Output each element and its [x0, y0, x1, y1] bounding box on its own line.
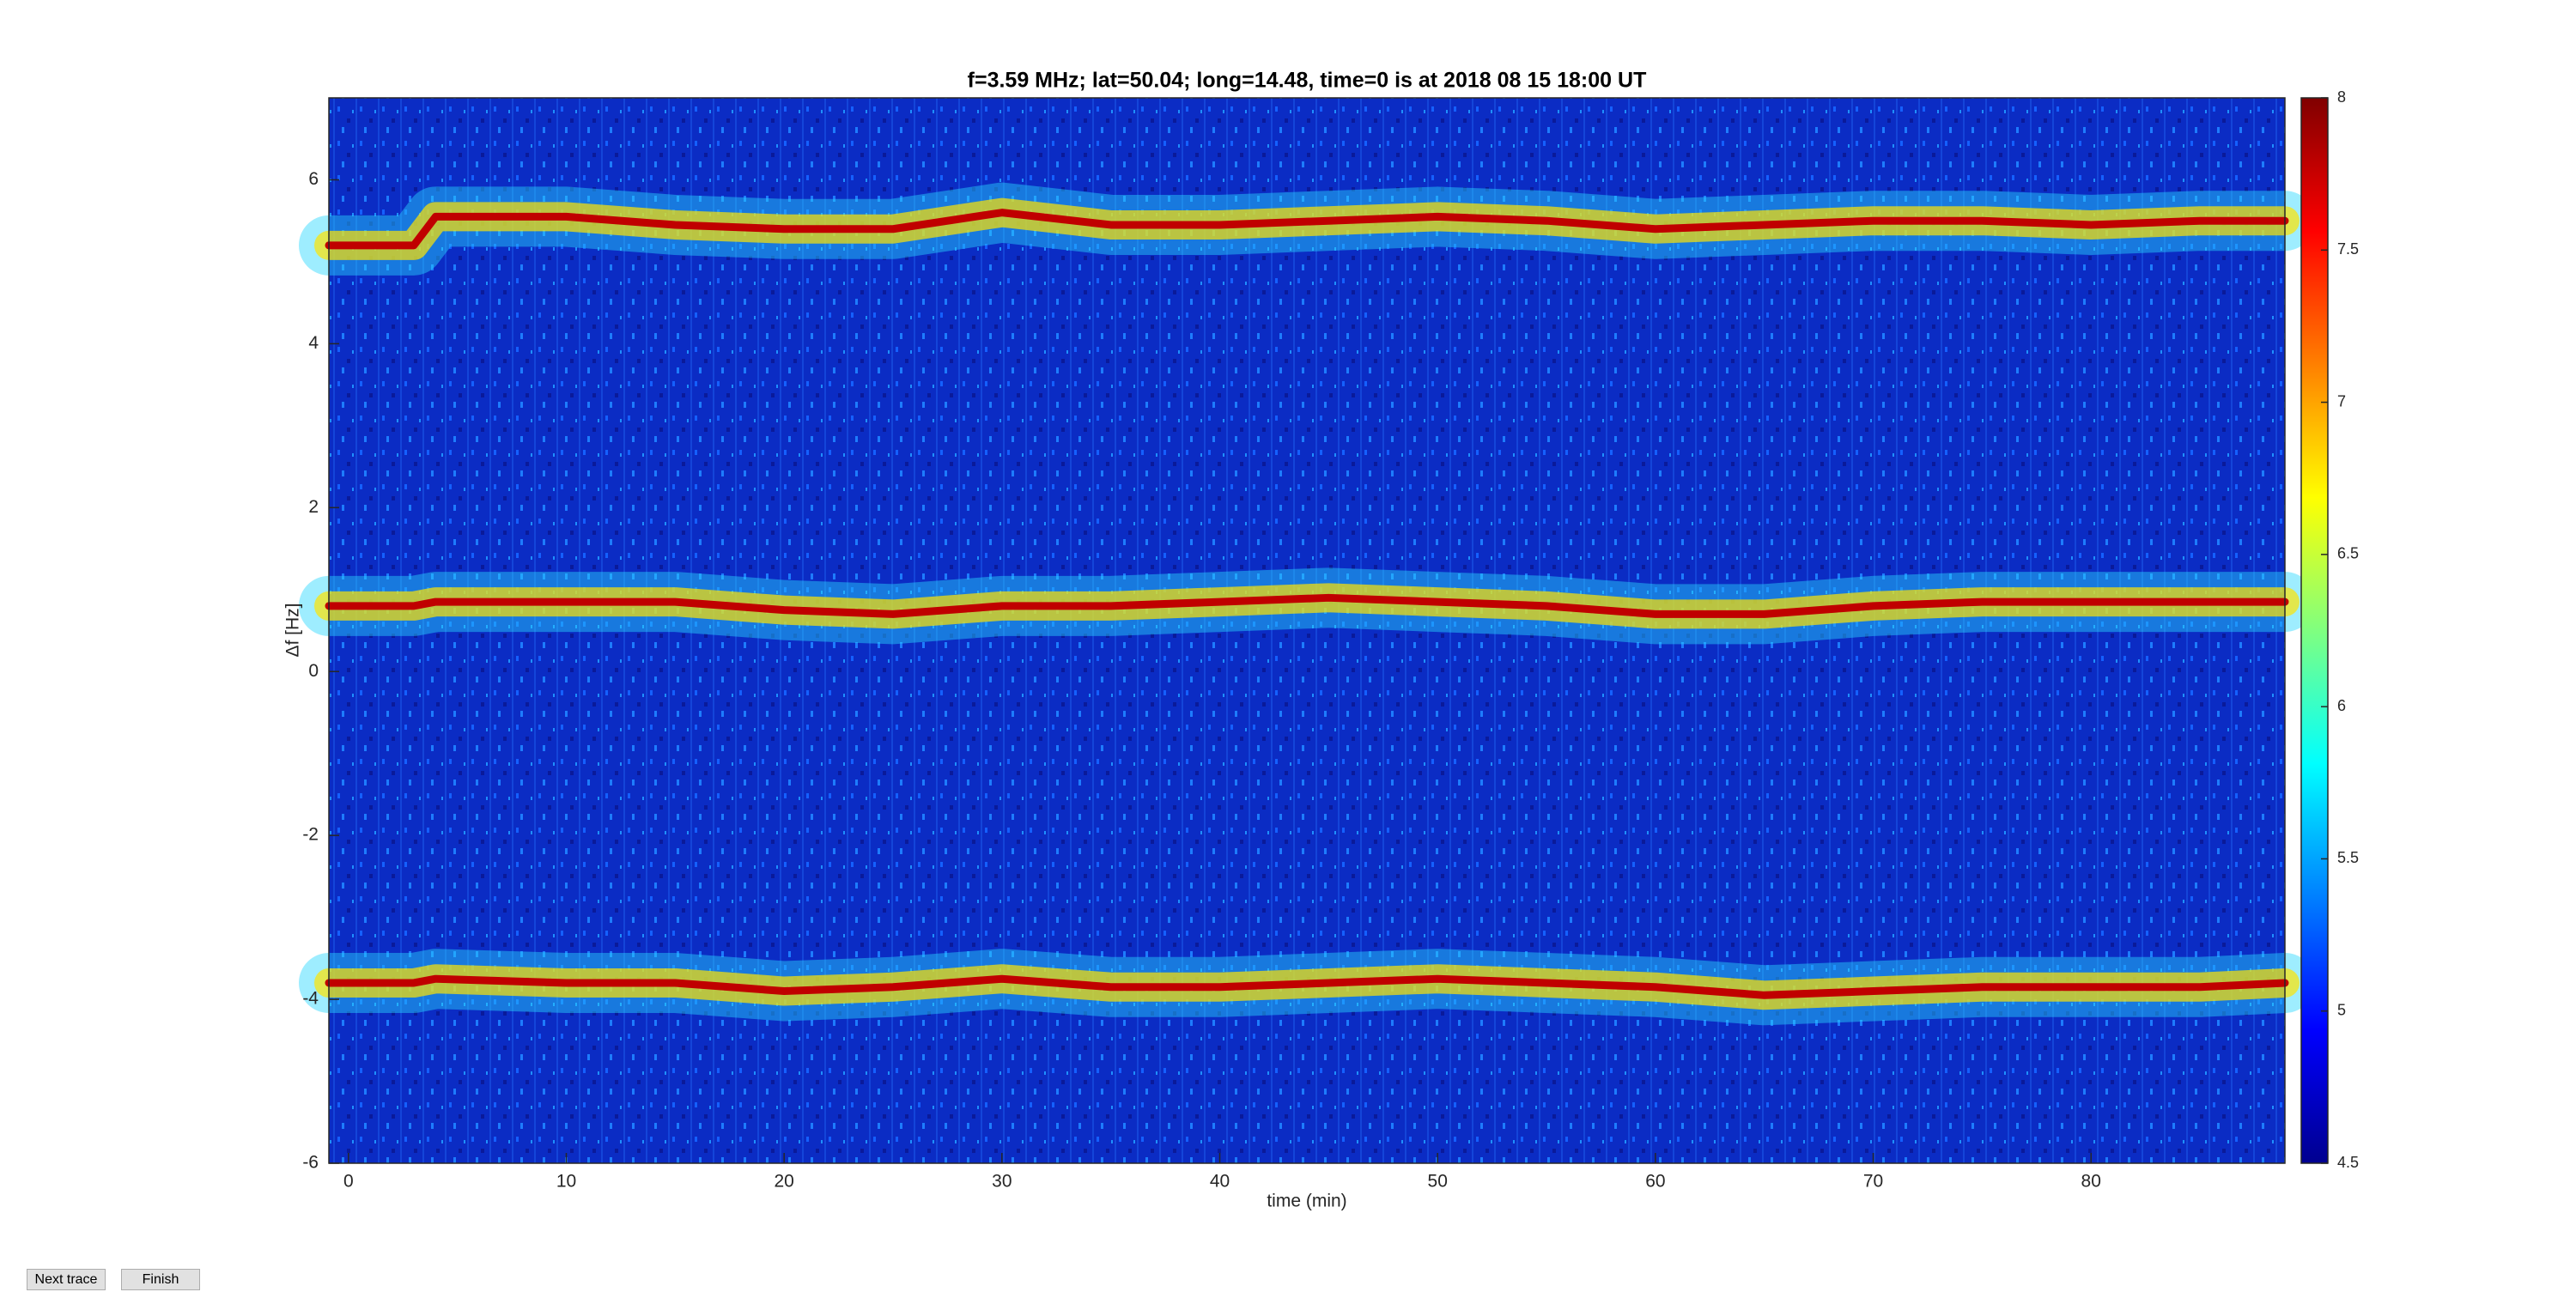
y-tick-label: 0 [308, 661, 319, 681]
colorbar-tick-label: 5 [2337, 1001, 2346, 1018]
chart: f=3.59 MHz; lat=50.04; long=14.48, time=… [283, 69, 2359, 1211]
trace-line [325, 209, 2289, 250]
x-tick-label: 50 [1428, 1172, 1448, 1192]
y-axis-label: Δf [Hz] [283, 603, 303, 657]
x-tick-label: 40 [1210, 1172, 1230, 1192]
x-tick-label: 60 [1645, 1172, 1665, 1192]
y-tick-label: 4 [308, 333, 319, 353]
x-axis-label: time (min) [1267, 1192, 1346, 1211]
y-tick-label: -4 [302, 989, 319, 1009]
y-tick-label: -6 [302, 1153, 319, 1173]
x-tick-label: 20 [775, 1172, 794, 1192]
colorbar-tick-label: 7 [2337, 392, 2346, 409]
colorbar-tick-label: 6.5 [2337, 545, 2359, 562]
axes-box [328, 97, 2286, 1164]
colorbar-tick-label: 5.5 [2337, 849, 2359, 866]
x-tick-label: 0 [343, 1172, 354, 1192]
y-tick-label: -2 [302, 825, 319, 845]
trace-line [325, 593, 2289, 618]
trace-line [325, 974, 2289, 999]
plot-area [299, 182, 2315, 1026]
finish-button[interactable]: Finish [121, 1269, 200, 1290]
x-tick-label: 80 [2081, 1172, 2101, 1192]
x-tick-label: 70 [1863, 1172, 1883, 1192]
next-trace-button[interactable]: Next trace [27, 1269, 106, 1290]
colorbar-tick-label: 8 [2337, 88, 2346, 106]
y-tick-label: 2 [308, 497, 319, 517]
x-tick-label: 30 [992, 1172, 1012, 1192]
colorbar-tick-label: 7.5 [2337, 240, 2359, 258]
colorbar [2300, 97, 2329, 1164]
colorbar-tick-label: 6 [2337, 697, 2346, 714]
x-tick-label: 10 [556, 1172, 576, 1192]
y-tick-label: 6 [308, 169, 319, 189]
chart-title: f=3.59 MHz; lat=50.04; long=14.48, time=… [968, 69, 1647, 93]
colorbar-tick-label: 4.5 [2337, 1154, 2359, 1171]
